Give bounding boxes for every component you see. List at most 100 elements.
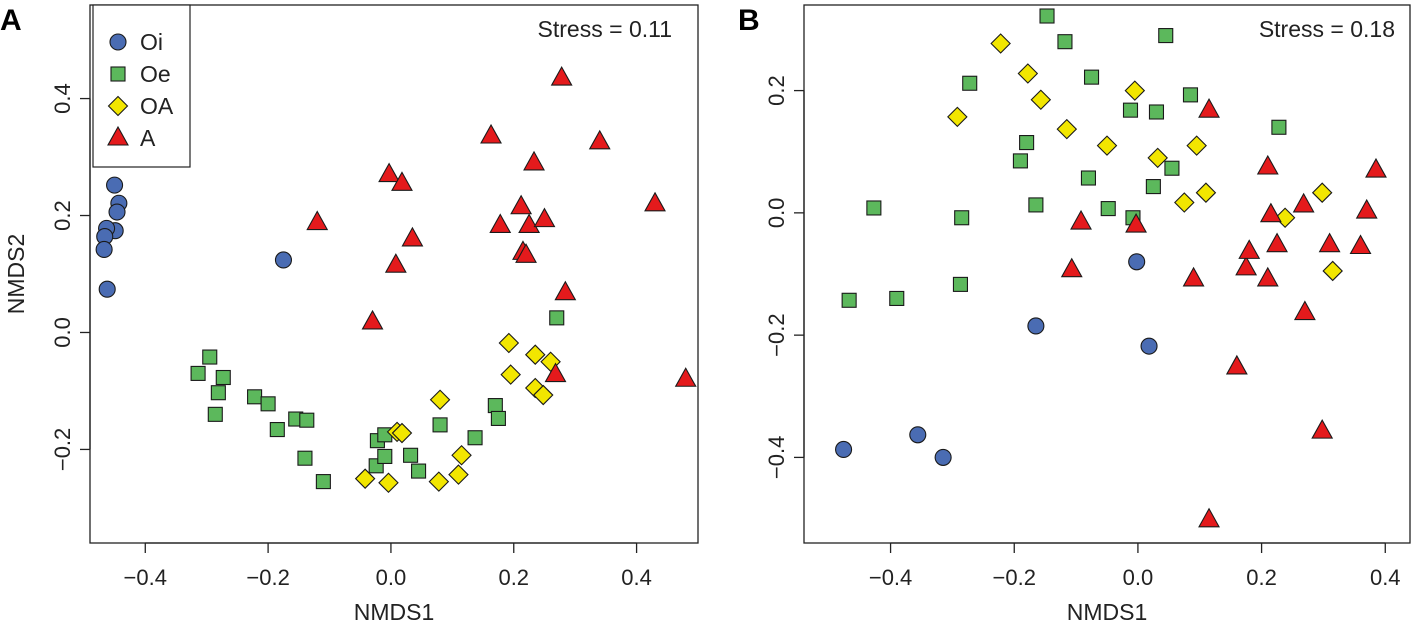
data-point-a	[1311, 418, 1334, 439]
data-point-oe	[269, 422, 285, 438]
data-point-oe	[487, 398, 503, 414]
data-point-oi	[934, 448, 952, 466]
data-point-oe	[1100, 201, 1116, 217]
data-point-oa	[500, 364, 521, 385]
series-oi	[95, 176, 293, 298]
data-point-oe	[1083, 69, 1100, 85]
data-point-oa	[1124, 80, 1146, 101]
series-oe	[841, 8, 1287, 308]
legend-label-oi: Oi	[140, 29, 163, 55]
data-point-a	[554, 280, 577, 301]
data-point-oe	[403, 447, 419, 463]
data-point-oe	[1271, 119, 1287, 135]
data-point-oa	[448, 464, 469, 485]
legend-label-oa: OA	[140, 93, 174, 119]
y-tick-label: 0.2	[764, 75, 789, 106]
data-point-oi	[108, 203, 126, 221]
data-point-oe	[1158, 28, 1174, 44]
data-point-a	[674, 367, 697, 387]
data-point-oe	[1028, 197, 1044, 213]
data-point-oi	[909, 426, 927, 444]
data-point-a	[1198, 507, 1220, 528]
x-tick-label: −0.4	[869, 565, 912, 590]
data-point-oi	[274, 251, 293, 269]
data-point-a	[515, 243, 537, 263]
data-point-a	[384, 253, 407, 273]
data-point-oa	[451, 445, 472, 466]
data-point-oa	[1322, 260, 1343, 282]
data-point-oi	[98, 280, 116, 298]
data-point-oi	[1027, 317, 1045, 335]
x-tick-label: 0.4	[621, 565, 652, 590]
panel-a: −0.4 −0.2 0.0 0.2 0.4 −0.2 0.0 0.2 0.4 NMDS1 NMDS2…	[0, 4, 699, 625]
data-point-a	[1365, 157, 1387, 178]
data-point-oe	[432, 417, 448, 433]
panel-letter: B	[738, 4, 760, 37]
data-point-oa	[354, 468, 376, 489]
data-point-oa	[1174, 192, 1195, 213]
data-point-oe	[1080, 170, 1096, 186]
data-point-a	[1125, 212, 1147, 233]
y-tick-label: 0.4	[50, 83, 75, 114]
stress-annotation: Stress = 0.18	[1259, 16, 1395, 42]
data-point-oe	[952, 276, 968, 292]
data-point-oe	[490, 410, 506, 426]
x-tick-label: 0.0	[1123, 565, 1154, 590]
data-point-oa	[1096, 135, 1118, 156]
data-point-oa	[391, 422, 413, 444]
data-point-oa	[947, 106, 968, 128]
stress-annotation: Stress = 0.11	[538, 16, 672, 42]
data-point-a	[644, 191, 666, 212]
data-point-a	[1293, 300, 1316, 321]
data-point-oa	[378, 472, 399, 494]
data-point-oe	[202, 349, 218, 365]
data-point-oe	[215, 369, 231, 386]
data-point-a	[1349, 234, 1372, 255]
data-point-a	[523, 150, 545, 171]
series-oa	[947, 33, 1343, 282]
data-point-a	[1238, 239, 1261, 259]
data-point-oe	[1057, 34, 1073, 50]
data-point-a	[480, 123, 502, 144]
data-point-a	[1259, 202, 1282, 223]
data-point-oe	[467, 430, 483, 446]
data-point-oe	[1182, 87, 1199, 103]
legend-marker-oa	[107, 95, 129, 117]
data-point-oe	[190, 365, 206, 381]
x-tick-label: 0.2	[1246, 565, 1277, 590]
data-point-a	[1256, 154, 1279, 175]
data-point-oa	[1274, 207, 1296, 229]
data-point-a	[1235, 255, 1258, 276]
y-tick-label: 0.0	[764, 198, 789, 229]
data-point-oa	[1017, 63, 1039, 84]
y-tick-label: −0.4	[764, 436, 789, 479]
data-point-oe	[962, 75, 978, 91]
data-point-a	[1198, 98, 1220, 118]
data-point-oe	[377, 448, 393, 465]
data-point-a	[489, 213, 512, 234]
data-point-a	[1266, 232, 1288, 253]
data-point-oa	[990, 33, 1011, 54]
y-tick-label: −0.2	[764, 313, 789, 356]
data-point-oe	[1039, 8, 1055, 24]
data-point-oi	[95, 240, 113, 258]
data-point-oe	[207, 406, 223, 422]
data-point-oa	[1195, 182, 1217, 203]
data-point-a	[544, 362, 567, 383]
data-point-oe	[1148, 104, 1165, 120]
data-point-a	[1182, 266, 1205, 287]
x-tick-label: 0.0	[376, 565, 407, 590]
x-tick-label: −0.4	[124, 565, 167, 590]
data-point-oe	[297, 450, 313, 466]
data-point-oa	[1147, 147, 1168, 169]
data-point-a	[1318, 232, 1341, 253]
legend-label-a: A	[140, 125, 156, 151]
data-point-a	[391, 171, 413, 191]
data-point-a	[378, 162, 401, 183]
plot-frame	[803, 4, 1411, 544]
legend-marker-oe	[110, 66, 126, 82]
data-point-a	[361, 309, 384, 330]
data-point-oe	[247, 389, 263, 405]
data-point-a	[1060, 257, 1083, 278]
